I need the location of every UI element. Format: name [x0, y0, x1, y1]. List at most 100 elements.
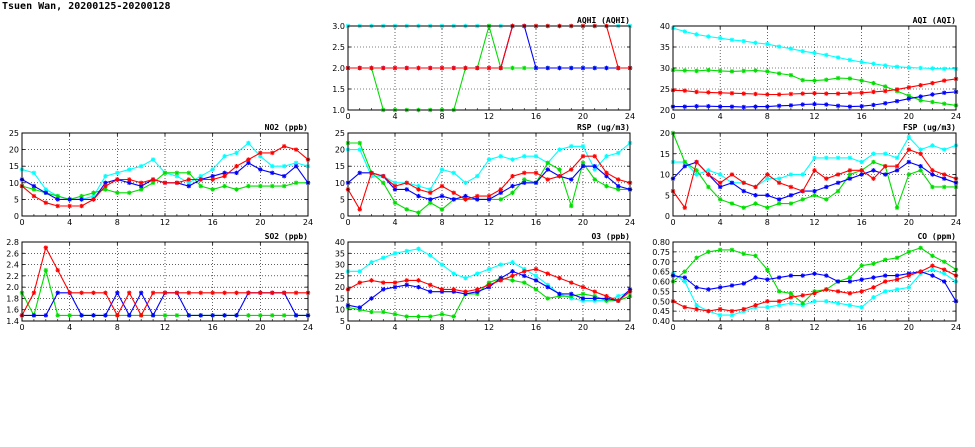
data-point	[580, 291, 586, 297]
data-point	[942, 271, 947, 276]
y-tick-label: 20	[335, 146, 345, 155]
data-point	[67, 197, 72, 202]
data-point	[616, 183, 621, 189]
data-point	[717, 306, 723, 312]
data-point	[174, 170, 180, 176]
data-point	[416, 314, 421, 319]
data-point	[103, 183, 108, 189]
data-point	[706, 172, 711, 177]
data-point	[79, 193, 84, 199]
data-point	[498, 197, 503, 202]
data-point	[580, 144, 586, 149]
data-point	[55, 203, 60, 209]
x-tick-label: 20	[578, 218, 588, 227]
data-point	[210, 187, 215, 192]
data-point	[812, 101, 817, 107]
data-point	[79, 203, 84, 209]
data-point	[741, 205, 746, 210]
data-point	[729, 283, 735, 288]
data-point	[439, 312, 445, 317]
data-point	[127, 313, 132, 318]
y-tick-label: 1.4	[6, 317, 19, 326]
data-point	[222, 290, 227, 295]
data-point	[533, 273, 539, 279]
data-point	[942, 184, 947, 190]
data-point	[580, 284, 586, 290]
data-point	[835, 91, 841, 96]
data-point	[103, 290, 108, 295]
data-point	[753, 40, 758, 45]
y-tick-label: 10	[9, 179, 19, 188]
data-point	[847, 91, 853, 96]
data-point	[918, 269, 923, 274]
x-tick-label: 12	[484, 218, 494, 227]
x-tick-label: 12	[809, 323, 819, 332]
data-point	[545, 271, 550, 276]
data-point	[812, 193, 817, 198]
data-point	[580, 164, 586, 169]
data-point	[859, 289, 864, 294]
data-point	[753, 275, 758, 280]
data-point	[859, 172, 864, 177]
data-point	[416, 183, 421, 189]
data-point	[545, 284, 550, 290]
x-tick-label: 24	[303, 218, 313, 227]
data-point	[281, 164, 287, 169]
data-point	[557, 275, 562, 281]
data-point	[369, 170, 374, 176]
data-point	[717, 285, 723, 290]
data-point	[800, 273, 805, 278]
data-point	[942, 259, 947, 264]
data-point	[883, 172, 888, 177]
data-point	[592, 154, 597, 159]
data-point	[357, 140, 362, 146]
data-point	[765, 267, 770, 272]
data-point	[788, 103, 794, 108]
y-tick-label: 0.50	[652, 297, 670, 306]
data-point	[918, 98, 923, 103]
data-point	[859, 90, 864, 95]
data-point	[91, 290, 96, 295]
data-point	[871, 275, 876, 280]
data-point	[162, 313, 168, 318]
x-tick-label: 20	[904, 218, 914, 227]
data-point	[222, 154, 227, 159]
data-point	[753, 201, 758, 206]
data-point	[510, 157, 515, 162]
data-point	[835, 103, 841, 108]
y-tick-label: 5	[340, 195, 345, 204]
data-point	[439, 287, 445, 292]
data-point	[894, 155, 900, 161]
data-point	[475, 173, 480, 179]
data-point	[729, 312, 735, 318]
data-point	[942, 172, 947, 177]
data-point	[859, 59, 864, 65]
x-tick-label: 4	[392, 218, 397, 227]
data-point	[580, 65, 586, 71]
data-point	[930, 168, 935, 173]
data-point	[717, 312, 723, 318]
data-point	[741, 281, 746, 286]
data-point	[847, 172, 853, 177]
x-tick-label: 24	[951, 218, 961, 227]
data-point	[616, 293, 621, 299]
data-point	[569, 280, 574, 285]
data-point	[883, 101, 888, 106]
data-point	[918, 65, 923, 71]
data-point	[871, 151, 876, 156]
plot-frame	[672, 132, 957, 217]
chart-co: 0.400.450.500.550.600.650.700.750.80 0 4 8 1…	[652, 232, 961, 332]
data-point	[694, 285, 699, 290]
data-point	[43, 245, 49, 250]
data-point	[498, 187, 503, 192]
data-point	[824, 176, 829, 181]
data-point	[91, 197, 96, 202]
data-point	[545, 65, 550, 71]
data-point	[859, 168, 864, 173]
data-point	[753, 253, 758, 259]
data-point	[198, 183, 203, 189]
data-point	[522, 177, 527, 182]
data-point	[463, 289, 468, 294]
y-tick-label: 20	[9, 146, 19, 155]
data-point	[847, 275, 853, 280]
